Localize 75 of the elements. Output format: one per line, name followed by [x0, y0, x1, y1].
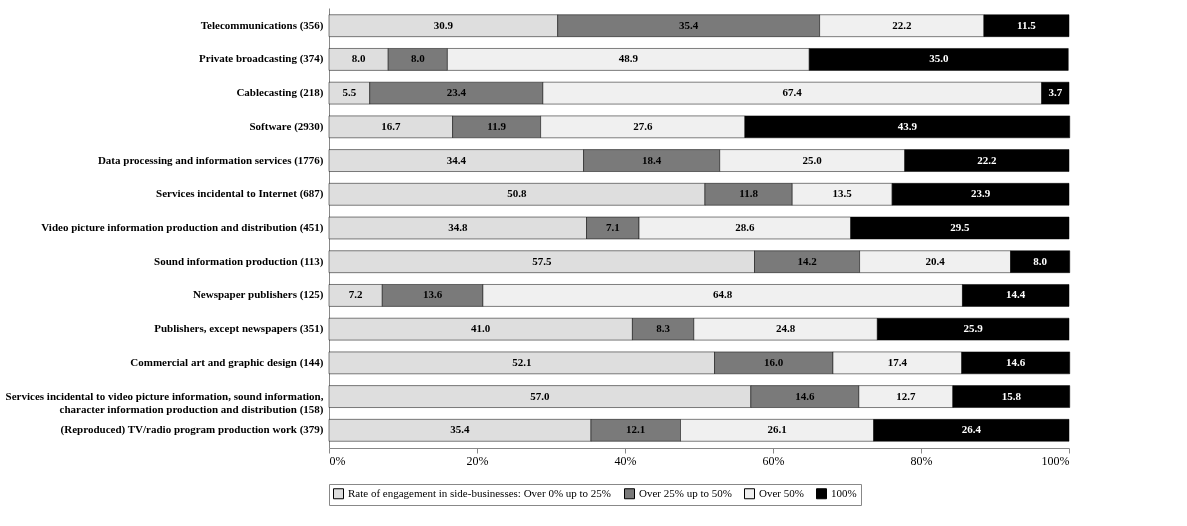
data-label: 14.6 [795, 389, 815, 402]
data-label: 64.8 [713, 288, 733, 301]
y-tick-label: Video picture information production and distribution (451) [41, 221, 324, 234]
data-label: 27.6 [633, 119, 653, 132]
data-label: 3.7 [1048, 86, 1063, 99]
data-label: 13.6 [422, 288, 443, 301]
x-tick-label: 100% [1041, 453, 1070, 468]
y-tick-label: (Reproduced) TV/radio program production work (379) [60, 423, 324, 437]
data-label: 34.8 [448, 221, 468, 233]
data-label: 22.2 [977, 153, 997, 166]
data-label: 26.4 [961, 423, 982, 436]
data-label: 29.5 [950, 221, 970, 233]
y-tick-label: Services incidental to Internet (687) [156, 187, 324, 201]
data-label: 8.0 [1033, 254, 1048, 267]
y-tick-label: Private broadcasting (374) [199, 52, 324, 66]
y-tick-label: Commercial art and graphic design (144) [130, 355, 324, 369]
data-label: 23.9 [970, 187, 991, 200]
data-label: 41.0 [471, 322, 491, 335]
x-tick-label: 20% [466, 453, 489, 468]
data-label: 25.9 [963, 322, 984, 335]
x-tick-label: 40% [614, 453, 637, 468]
data-label: 23.4 [446, 86, 467, 99]
data-label: 8.0 [351, 52, 366, 65]
y-tick-label: Publishers, except newspapers (351) [154, 322, 324, 336]
data-label: 30.9 [433, 18, 454, 31]
data-label: 14.2 [797, 254, 818, 267]
data-label: 14.6 [1006, 355, 1026, 368]
data-label: 18.4 [642, 153, 662, 166]
data-label: 67.4 [782, 86, 803, 99]
data-label: 26.1 [767, 423, 787, 436]
data-label: 43.9 [897, 119, 918, 132]
data-label: 52.1 [512, 355, 532, 368]
data-label: 16.0 [764, 355, 784, 368]
data-label: 24.8 [775, 322, 796, 335]
legend-label: Over 25% up to 50% [639, 486, 732, 499]
data-label: 13.5 [832, 187, 853, 200]
data-label: 5.5 [342, 86, 357, 99]
x-tick-label: 0% [329, 453, 346, 468]
y-tick-label: Newspaper publishers (125) [192, 288, 324, 302]
data-label: 11.9 [487, 119, 507, 132]
data-label: 22.2 [892, 18, 912, 31]
data-label: 15.8 [1001, 389, 1022, 402]
data-label: 8.3 [656, 322, 671, 335]
data-label: 35.4 [450, 423, 471, 436]
data-label: 12.1 [626, 423, 646, 436]
data-label: 11.5 [1017, 18, 1037, 31]
data-label: 50.8 [507, 187, 528, 200]
data-label: 35.4 [679, 18, 699, 31]
data-label: 8.0 [410, 52, 426, 65]
data-label: 25.0 [802, 153, 823, 166]
data-label: 57.5 [532, 254, 552, 267]
x-tick-label: 80% [910, 453, 933, 468]
data-label: 28.6 [735, 221, 756, 233]
data-label: 48.9 [618, 52, 639, 65]
y-tick-label: Telecommunications (356) [200, 18, 324, 32]
data-label: 17.4 [887, 355, 908, 368]
legend-label: Rate of engagement in side-businesses: Over 0% up to 25% [348, 486, 612, 499]
data-label: 57.0 [530, 389, 551, 402]
y-tick-label: Cablecasting (218) [236, 86, 324, 100]
x-tick-label: 60% [762, 453, 785, 468]
data-label: 35.0 [929, 52, 949, 65]
data-label: 14.4 [1006, 288, 1026, 301]
data-label: 16.7 [381, 119, 401, 132]
data-label: 7.1 [605, 221, 620, 233]
y-tick-label: Sound information production (113) [154, 254, 324, 268]
y-tick-label: Software (2930) [249, 119, 324, 133]
data-label: 7.2 [348, 288, 364, 301]
data-label: 12.7 [896, 389, 916, 402]
legend-label: 100% [831, 486, 857, 499]
data-label: 20.4 [925, 254, 946, 267]
y-tick-label: Data processing and information services (1776) [97, 153, 324, 167]
y-tick-label: Services incidental to video picture information, sound information, character information production and distribution (158) [5, 389, 324, 416]
data-label: 34.4 [446, 153, 467, 166]
legend-label: Over 50% [759, 486, 804, 499]
data-label: 11.8 [739, 187, 759, 200]
